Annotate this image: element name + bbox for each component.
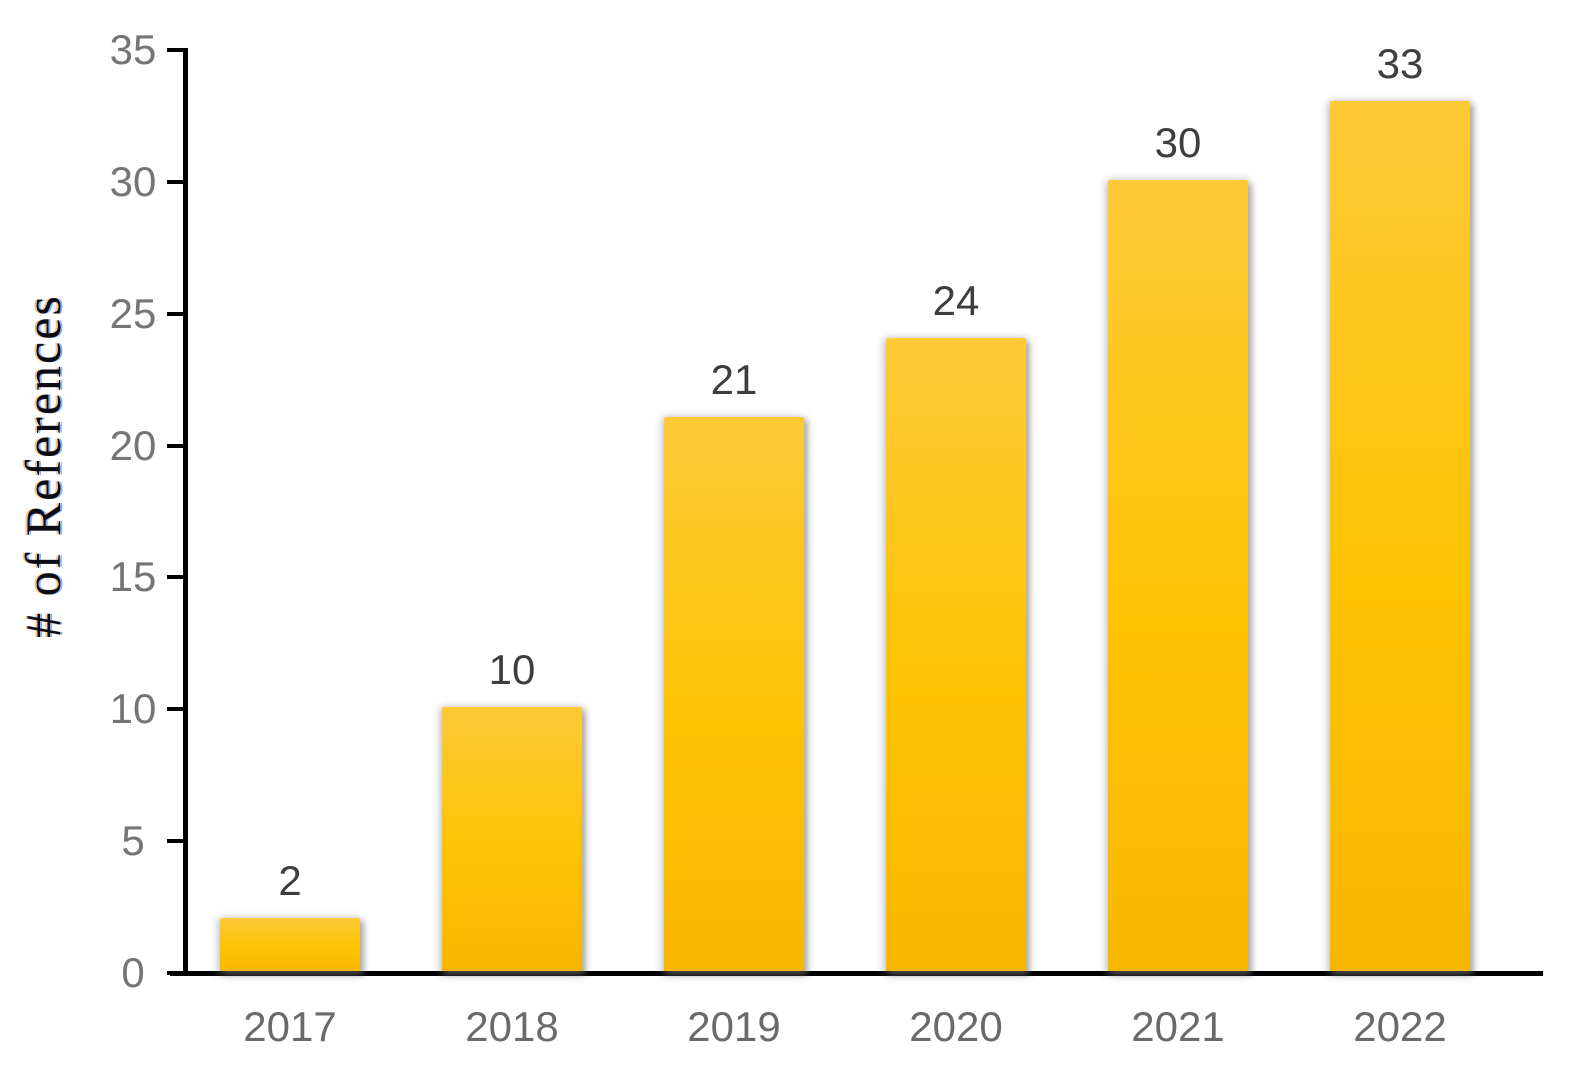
y-tick-mark-5 — [167, 839, 185, 843]
bar-2020 — [886, 338, 1026, 971]
x-axis-line — [170, 971, 1543, 976]
bar-2022 — [1330, 101, 1470, 971]
bar-value-label-2022: 33 — [1376, 40, 1424, 87]
x-axis-label-2019: 2019 — [687, 1003, 781, 1050]
bar-2021 — [1108, 180, 1248, 971]
y-tick-label-20: 20 — [109, 422, 157, 469]
bar-value-label-2017: 2 — [278, 857, 302, 904]
x-axis-label-2022: 2022 — [1353, 1003, 1447, 1050]
y-tick-label-25: 25 — [109, 290, 157, 337]
y-tick-mark-10 — [167, 707, 185, 711]
bar-2019 — [664, 417, 804, 971]
y-tick-label-30: 30 — [109, 158, 157, 205]
y-tick-label-15: 15 — [109, 553, 157, 600]
y-tick-label-0: 0 — [121, 949, 145, 996]
y-tick-mark-20 — [167, 444, 185, 448]
x-axis-label-2021: 2021 — [1131, 1003, 1225, 1050]
y-tick-mark-0 — [167, 971, 185, 975]
y-tick-mark-30 — [167, 180, 185, 184]
y-tick-label-35: 35 — [109, 26, 157, 73]
x-axis-label-2017: 2017 — [243, 1003, 337, 1050]
x-axis-label-2018: 2018 — [465, 1003, 559, 1050]
y-axis-line — [183, 48, 188, 976]
y-tick-label-10: 10 — [109, 685, 157, 732]
y-tick-mark-15 — [167, 575, 185, 579]
bar-value-label-2018: 10 — [488, 646, 536, 693]
y-tick-mark-25 — [167, 312, 185, 316]
bar-value-label-2020: 24 — [932, 277, 980, 324]
bar-value-label-2021: 30 — [1154, 119, 1202, 166]
bar-2017 — [220, 918, 360, 971]
bar-value-label-2019: 21 — [710, 356, 758, 403]
x-axis-label-2020: 2020 — [909, 1003, 1003, 1050]
y-tick-label-5: 5 — [121, 817, 145, 864]
bar-2018 — [442, 707, 582, 971]
y-tick-mark-35 — [167, 48, 185, 52]
